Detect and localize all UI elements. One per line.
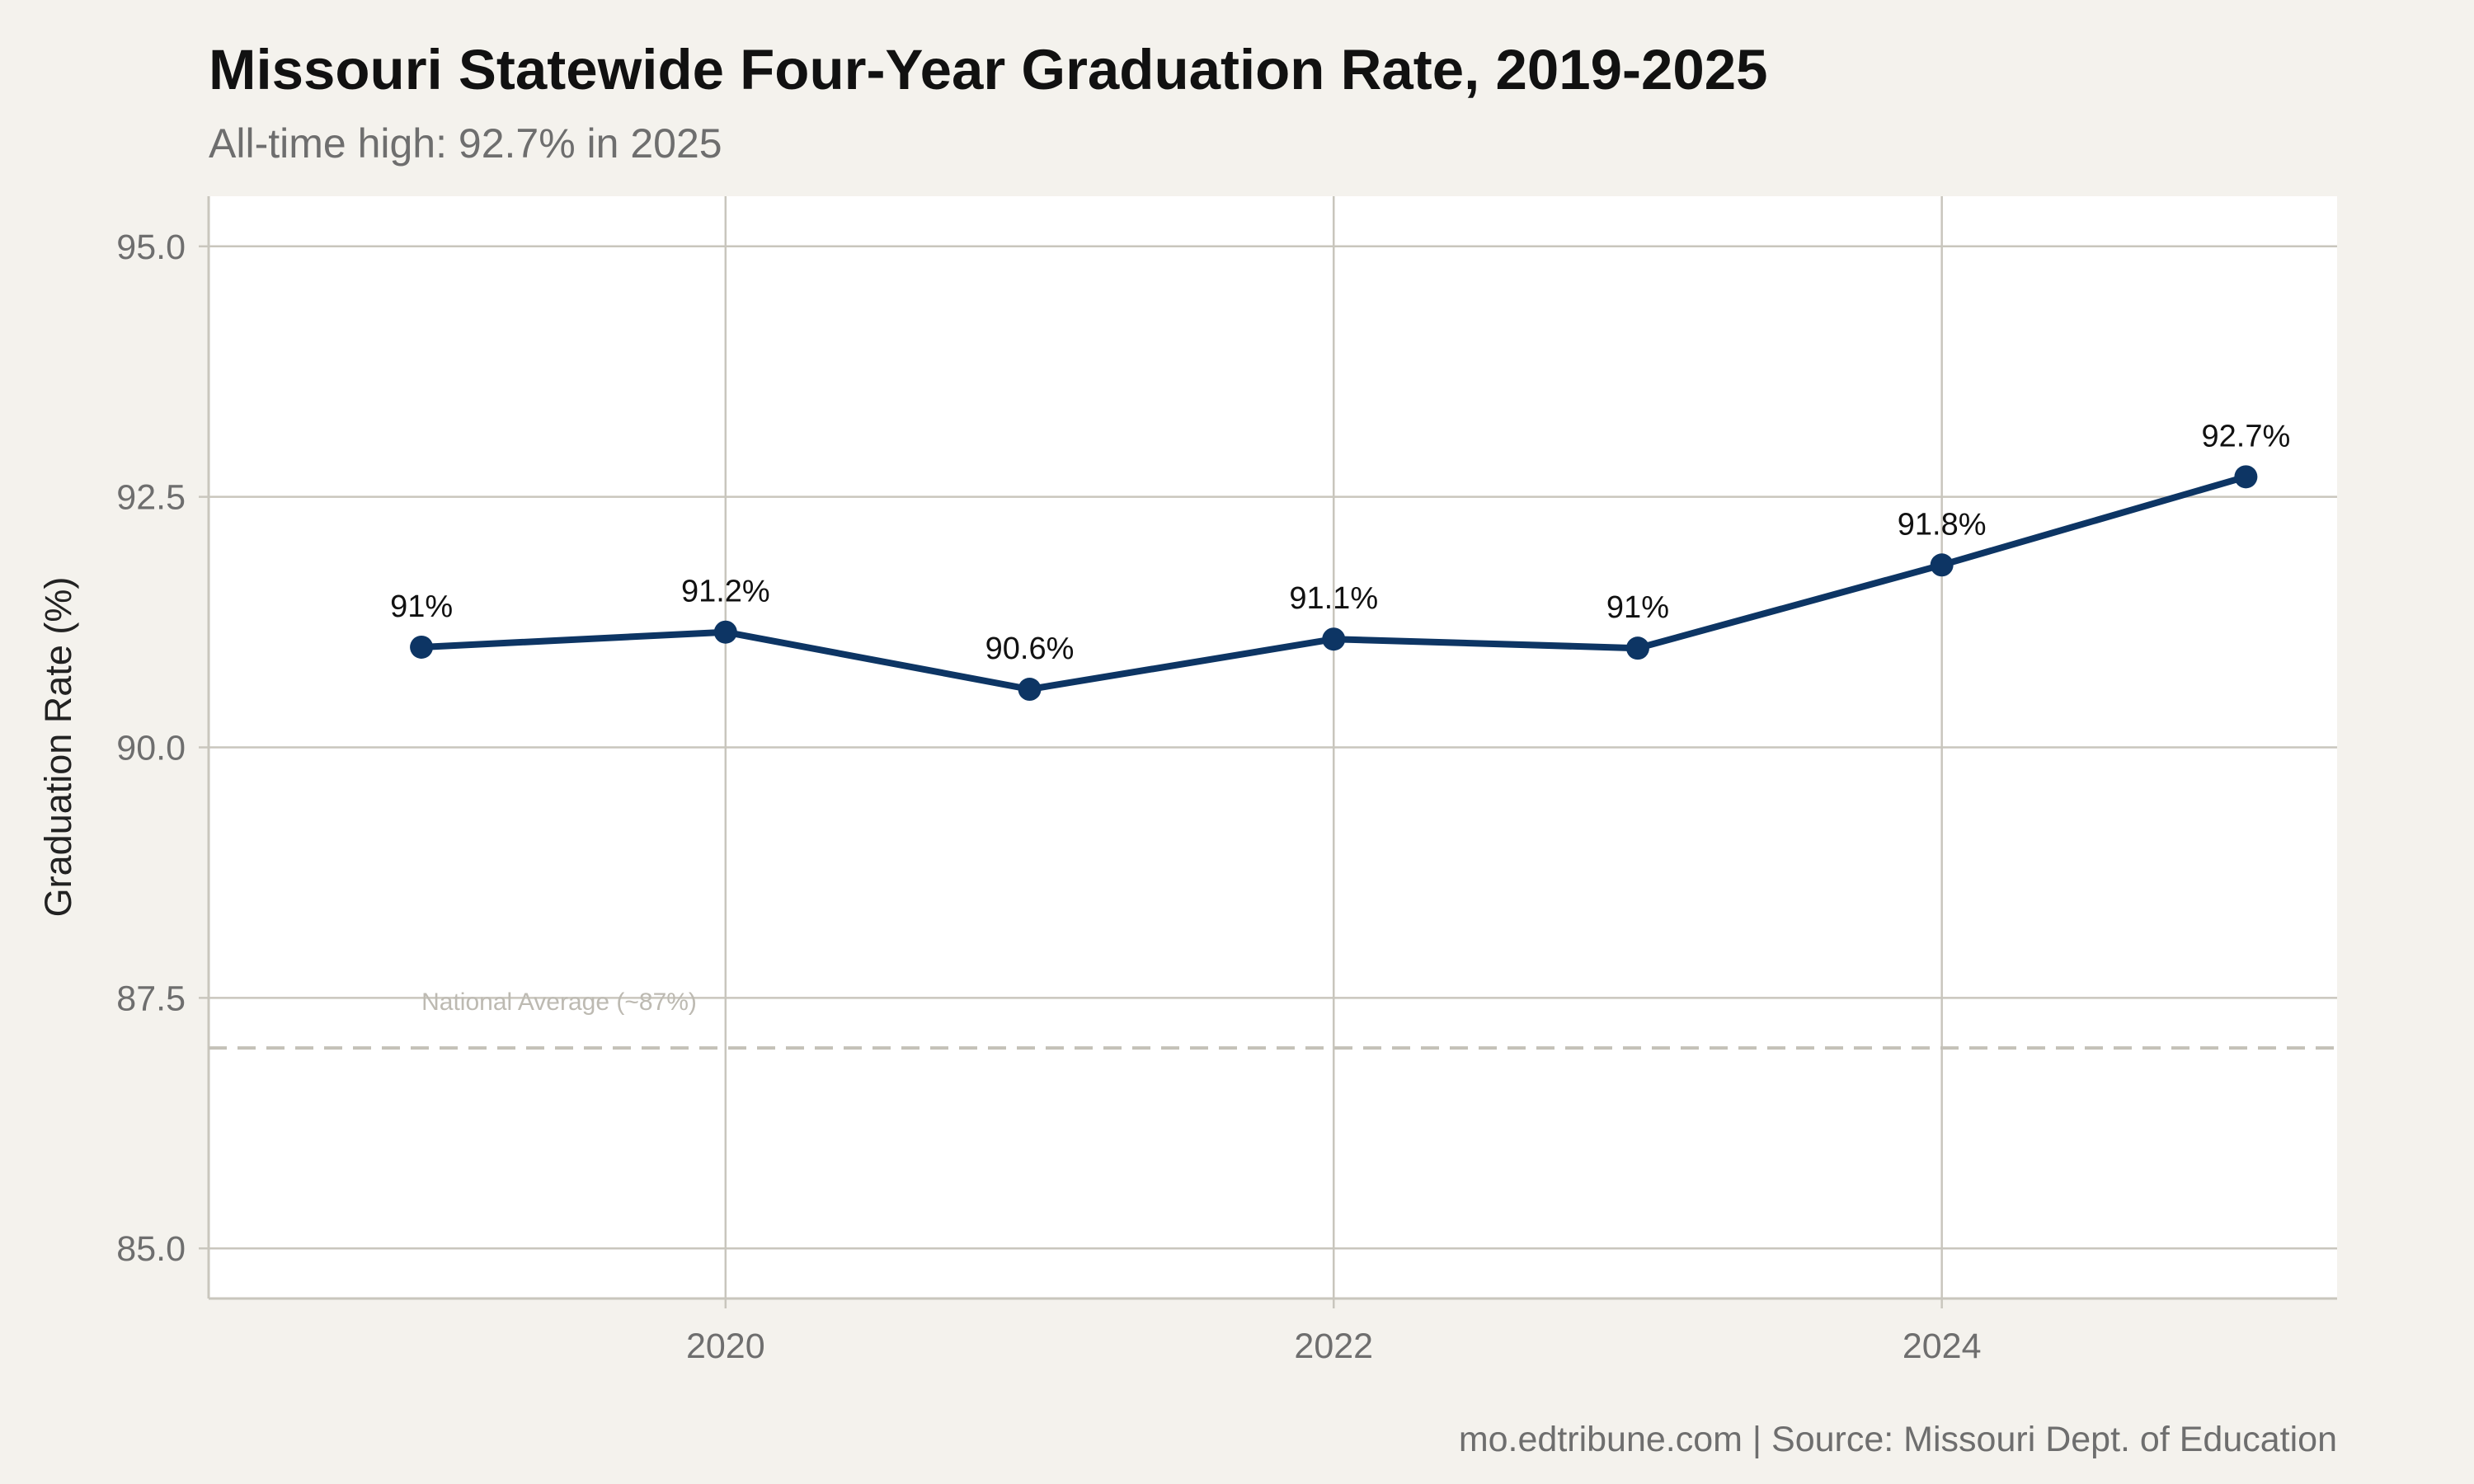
chart-title: Missouri Statewide Four-Year Graduation … [209, 38, 1767, 101]
data-label-2023: 91% [1606, 590, 1669, 625]
data-label-2020: 91.2% [681, 575, 770, 609]
reference-line-group: National Average (~87%) [209, 989, 2337, 1050]
y-axis-title: Graduation Rate (%) [37, 577, 79, 918]
data-label-2025: 92.7% [2202, 419, 2291, 453]
y-tick-label: 95.0 [116, 228, 186, 267]
x-tick-label: 2024 [1903, 1327, 1982, 1366]
data-label-2021: 90.6% [985, 632, 1075, 666]
data-labels: 91% 91.2% 90.6% 91.1% 91% 91.8% 92.7% [390, 419, 2290, 666]
y-tick-labels: 85.0 87.5 90.0 92.5 95.0 [116, 228, 209, 1269]
chart-subtitle: All-time high: 92.7% in 2025 [209, 120, 722, 167]
y-tick-label: 85.0 [116, 1229, 186, 1269]
y-tick-label: 92.5 [116, 478, 186, 518]
data-label-2024: 91.8% [1898, 507, 1987, 542]
data-point-2022 [1322, 627, 1346, 651]
data-label-2019: 91% [390, 589, 453, 624]
data-point-2019 [410, 635, 434, 659]
x-tick-label: 2020 [686, 1327, 765, 1366]
data-point-2023 [1625, 636, 1649, 660]
source-caption: mo.edtribune.com | Source: Missouri Dept… [1459, 1420, 2337, 1459]
y-tick-label: 87.5 [116, 979, 186, 1018]
data-point-2021 [1018, 678, 1042, 702]
series-group [410, 465, 2258, 702]
data-point-2025 [2234, 465, 2258, 489]
x-tick-labels: 2020 2022 2024 [686, 1298, 1982, 1366]
national-average-label: National Average (~87%) [421, 989, 697, 1016]
data-label-2022: 91.1% [1289, 581, 1378, 616]
x-tick-label: 2022 [1294, 1327, 1373, 1366]
data-point-2024 [1930, 553, 1954, 577]
y-tick-label: 90.0 [116, 729, 186, 768]
data-point-2020 [713, 620, 737, 644]
grid-lines [209, 196, 2337, 1298]
